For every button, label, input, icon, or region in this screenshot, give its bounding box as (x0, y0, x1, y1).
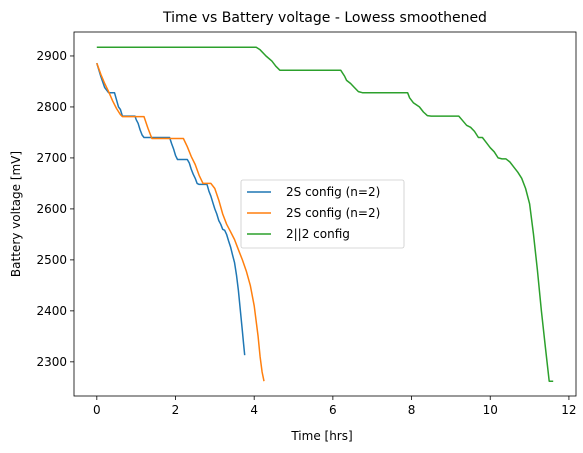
x-tick-label: 10 (483, 403, 498, 417)
x-tick-label: 0 (93, 403, 101, 417)
y-tick-label: 2800 (36, 100, 67, 114)
legend-label-1: 2S config (n=2) (286, 185, 380, 199)
series-line-3 (96, 46, 554, 382)
y-axis-label: Battery voltage [mV] (9, 151, 23, 277)
y-tick-label: 2700 (36, 151, 67, 165)
y-tick-label: 2600 (36, 202, 67, 216)
x-tick-label: 4 (250, 403, 258, 417)
legend: 2S config (n=2) 2S config (n=2) 2||2 confi… (240, 179, 405, 249)
plot-lines (96, 46, 554, 382)
x-tick-label: 6 (329, 403, 337, 417)
x-tick-label: 8 (408, 403, 416, 417)
x-tick-label: 12 (561, 403, 576, 417)
legend-box (240, 179, 405, 249)
chart-title: Time vs Battery voltage - Lowess smoothe… (162, 10, 487, 26)
legend-label-3: 2||2 config (286, 227, 350, 241)
y-tick-label: 2500 (36, 253, 67, 267)
series-line-2 (96, 62, 265, 382)
y-tick-label: 2900 (36, 49, 67, 63)
legend-label-2: 2S config (n=2) (286, 206, 380, 220)
x-tick-label: 2 (172, 403, 180, 417)
y-axis: 2300 2400 2500 2600 2700 2800 2900 (36, 49, 74, 369)
y-tick-label: 2400 (36, 304, 67, 318)
x-axis-label: Time [hrs] (290, 429, 352, 443)
plot-frame (73, 31, 577, 397)
x-axis: 0 2 4 6 8 10 12 (93, 396, 577, 417)
y-tick-label: 2300 (36, 355, 67, 369)
